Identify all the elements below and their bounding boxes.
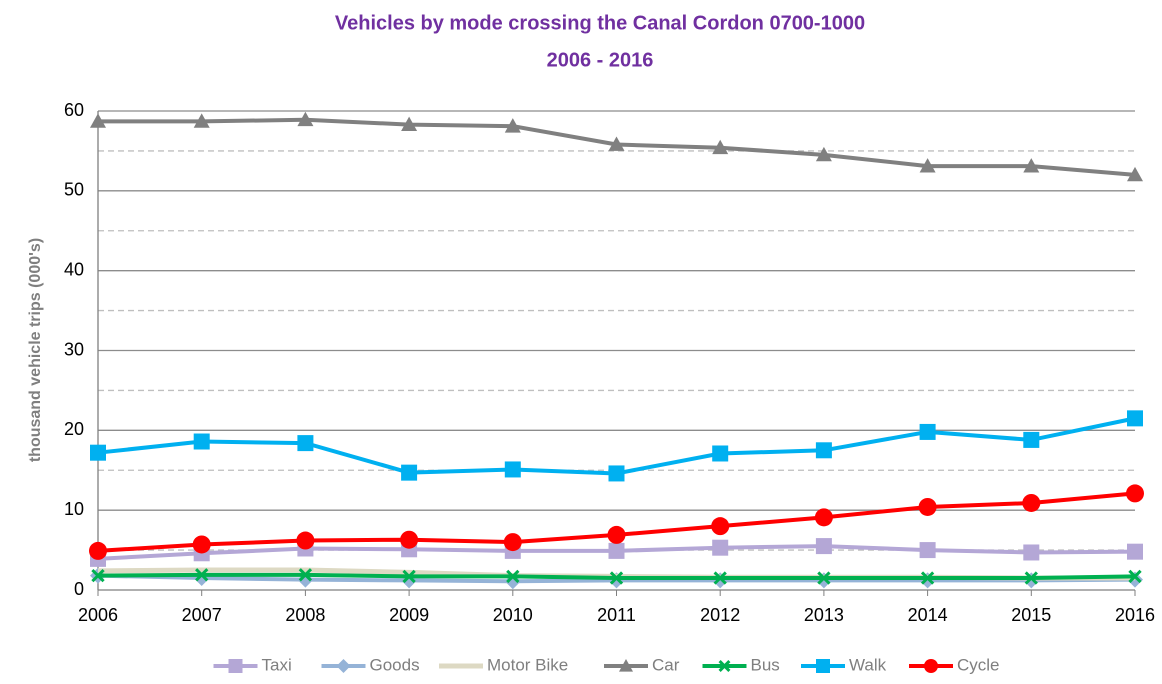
x-tick-label: 2013 [804, 605, 844, 625]
marker [1126, 484, 1144, 503]
marker [712, 139, 729, 155]
x-tick-label: 2011 [597, 605, 636, 625]
marker [1022, 493, 1041, 512]
marker [924, 659, 938, 673]
marker [1127, 410, 1143, 427]
marker [297, 111, 314, 127]
chart-subtitle: 2006 - 2016 [547, 49, 654, 71]
marker [90, 113, 106, 128]
marker [195, 568, 209, 582]
marker [609, 571, 624, 585]
y-axis-label: thousand vehicle trips (000's) [27, 238, 44, 462]
legend-item: Cycle [909, 655, 1000, 674]
marker [1127, 543, 1143, 560]
marker [296, 531, 315, 550]
marker [712, 539, 729, 556]
marker [503, 533, 522, 552]
marker [713, 571, 727, 585]
series [90, 410, 1143, 482]
legend-label: Car [652, 655, 680, 674]
marker [193, 433, 210, 450]
series [89, 484, 1144, 560]
y-tick-label: 40 [64, 259, 84, 279]
marker [919, 158, 936, 173]
marker [608, 465, 625, 482]
marker [504, 118, 521, 133]
legend-label: Taxi [262, 655, 292, 674]
series-line [97, 416, 1136, 476]
marker [619, 659, 633, 672]
marker [1024, 571, 1038, 585]
legend-item: Goods [321, 655, 420, 674]
marker [1023, 431, 1040, 448]
x-tick-label: 2007 [182, 605, 222, 625]
chart-title: Vehicles by mode crossing the Canal Cord… [335, 12, 865, 34]
x-tick-label: 2010 [493, 605, 533, 625]
legend-item: Bus [702, 655, 780, 674]
x-tick-label: 2008 [285, 605, 325, 625]
legend-item: Motor Bike [439, 655, 568, 674]
legend-item: Car [604, 655, 680, 674]
y-tick-label: 50 [64, 180, 84, 200]
y-tick-label: 30 [64, 339, 84, 359]
y-tick-label: 60 [64, 100, 84, 120]
marker [228, 659, 243, 673]
marker [1023, 158, 1040, 173]
legend-item: Taxi [213, 655, 292, 674]
marker [297, 435, 314, 452]
x-tick-label: 2014 [908, 605, 948, 625]
legend-label: Motor Bike [487, 655, 568, 674]
legend-label: Cycle [957, 655, 1000, 674]
marker [918, 497, 937, 516]
marker [506, 569, 520, 584]
series [91, 568, 1142, 585]
marker [401, 116, 418, 131]
marker [504, 461, 521, 478]
legend-label: Bus [751, 655, 780, 674]
marker [712, 445, 729, 462]
marker [815, 538, 832, 555]
marker [298, 568, 313, 582]
x-tick-label: 2009 [389, 605, 429, 625]
marker [815, 146, 832, 162]
marker [402, 569, 416, 584]
legend-label: Goods [370, 655, 420, 674]
marker [919, 542, 936, 559]
marker [400, 530, 419, 549]
marker [193, 113, 210, 128]
marker [192, 535, 211, 554]
marker [815, 442, 832, 459]
marker [90, 444, 106, 461]
y-tick-label: 10 [64, 499, 84, 519]
marker [920, 571, 935, 585]
x-tick-label: 2012 [700, 605, 740, 625]
marker [336, 659, 351, 673]
y-tick-label: 0 [74, 579, 84, 599]
marker [919, 423, 936, 440]
x-tick-label: 2016 [1115, 605, 1155, 625]
marker [1127, 166, 1143, 182]
marker [816, 659, 830, 673]
marker [1128, 569, 1142, 584]
marker [1023, 544, 1040, 561]
legend-item: Walk [801, 655, 887, 674]
marker [89, 541, 107, 560]
y-tick-label: 20 [64, 419, 84, 439]
marker [817, 571, 831, 585]
marker [711, 517, 730, 536]
x-tick-label: 2006 [78, 605, 118, 625]
marker [718, 660, 731, 672]
marker [401, 464, 418, 481]
marker [814, 508, 833, 527]
marker [608, 136, 625, 151]
series [90, 111, 1143, 182]
legend-label: Walk [849, 655, 887, 674]
marker [91, 568, 105, 583]
marker [608, 542, 625, 559]
marker [607, 525, 626, 544]
x-tick-label: 2015 [1011, 605, 1051, 625]
